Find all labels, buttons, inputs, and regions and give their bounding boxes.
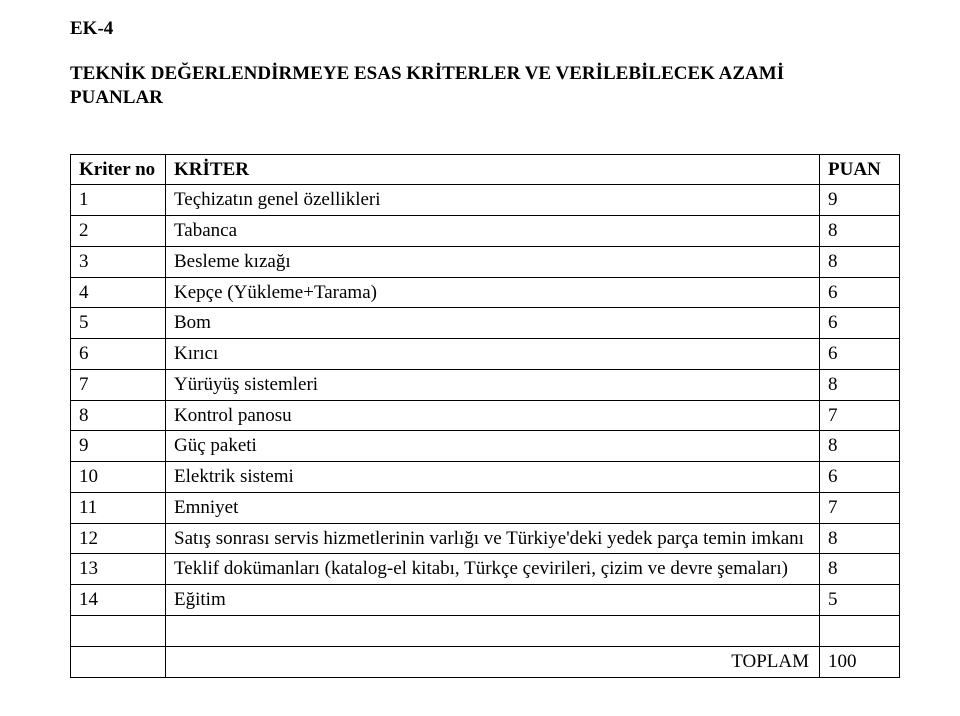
cell-puan: 8	[820, 431, 900, 462]
cell-no: 12	[71, 523, 166, 554]
cell-kriter: Bom	[166, 308, 820, 339]
cell-puan: 7	[820, 492, 900, 523]
cell-no: 2	[71, 216, 166, 247]
cell-no: 10	[71, 462, 166, 493]
cell-no: 7	[71, 369, 166, 400]
cell-kriter: Kepçe (Yükleme+Tarama)	[166, 277, 820, 308]
criteria-table: Kriter no KRİTER PUAN 1 Teçhizatın genel…	[70, 154, 900, 678]
cell-puan: 5	[820, 585, 900, 616]
table-row: 5 Bom 6	[71, 308, 900, 339]
cell-no: 11	[71, 492, 166, 523]
table-row: 7 Yürüyüş sistemleri 8	[71, 369, 900, 400]
cell-kriter: Kırıcı	[166, 339, 820, 370]
total-blank	[71, 646, 166, 677]
cell-puan: 8	[820, 216, 900, 247]
title-line-2: PUANLAR	[70, 87, 163, 108]
table-row: 3 Besleme kızağı 8	[71, 246, 900, 277]
cell-no: 6	[71, 339, 166, 370]
table-row: 6 Kırıcı 6	[71, 339, 900, 370]
cell-kriter: Elektrik sistemi	[166, 462, 820, 493]
cell-kriter: Satış sonrası servis hizmetlerinin varlı…	[166, 523, 820, 554]
cell-no: 9	[71, 431, 166, 462]
table-row: 12 Satış sonrası servis hizmetlerinin va…	[71, 523, 900, 554]
cell-no: 13	[71, 554, 166, 585]
cell-kriter: Teklif dokümanları (katalog-el kitabı, T…	[166, 554, 820, 585]
cell-kriter: Eğitim	[166, 585, 820, 616]
table-row: 13 Teklif dokümanları (katalog-el kitabı…	[71, 554, 900, 585]
cell-puan: 6	[820, 277, 900, 308]
cell-no: 4	[71, 277, 166, 308]
blank-cell	[71, 615, 166, 646]
table-row: 10 Elektrik sistemi 6	[71, 462, 900, 493]
cell-puan: 6	[820, 462, 900, 493]
cell-no: 1	[71, 185, 166, 216]
cell-puan: 8	[820, 554, 900, 585]
total-label: TOPLAM	[166, 646, 820, 677]
cell-kriter: Güç paketi	[166, 431, 820, 462]
header-puan: PUAN	[820, 154, 900, 185]
total-value: 100	[820, 646, 900, 677]
header-kriter-no: Kriter no	[71, 154, 166, 185]
cell-kriter: Kontrol panosu	[166, 400, 820, 431]
title-line-1: TEKNİK DEĞERLENDİRMEYE ESAS KRİTERLER VE…	[70, 63, 784, 84]
cell-puan: 6	[820, 308, 900, 339]
cell-kriter: Tabanca	[166, 216, 820, 247]
table-row: 1 Teçhizatın genel özellikleri 9	[71, 185, 900, 216]
table-row: 14 Eğitim 5	[71, 585, 900, 616]
blank-cell	[166, 615, 820, 646]
cell-puan: 8	[820, 369, 900, 400]
table-header-row: Kriter no KRİTER PUAN	[71, 154, 900, 185]
document-page: EK-4 TEKNİK DEĞERLENDİRMEYE ESAS KRİTERL…	[0, 0, 960, 678]
table-row: 9 Güç paketi 8	[71, 431, 900, 462]
header-kriter: KRİTER	[166, 154, 820, 185]
cell-no: 14	[71, 585, 166, 616]
cell-puan: 8	[820, 246, 900, 277]
appendix-label: EK-4	[70, 18, 900, 40]
table-row: 4 Kepçe (Yükleme+Tarama) 6	[71, 277, 900, 308]
blank-cell	[820, 615, 900, 646]
table-total-row: TOPLAM 100	[71, 646, 900, 677]
cell-no: 8	[71, 400, 166, 431]
cell-no: 5	[71, 308, 166, 339]
cell-puan: 9	[820, 185, 900, 216]
cell-puan: 7	[820, 400, 900, 431]
cell-puan: 8	[820, 523, 900, 554]
cell-kriter: Emniyet	[166, 492, 820, 523]
table-row: 8 Kontrol panosu 7	[71, 400, 900, 431]
table-row: 11 Emniyet 7	[71, 492, 900, 523]
cell-kriter: Teçhizatın genel özellikleri	[166, 185, 820, 216]
document-title: TEKNİK DEĞERLENDİRMEYE ESAS KRİTERLER VE…	[70, 62, 900, 110]
cell-kriter: Besleme kızağı	[166, 246, 820, 277]
table-row: 2 Tabanca 8	[71, 216, 900, 247]
table-blank-row	[71, 615, 900, 646]
cell-kriter: Yürüyüş sistemleri	[166, 369, 820, 400]
cell-no: 3	[71, 246, 166, 277]
cell-puan: 6	[820, 339, 900, 370]
